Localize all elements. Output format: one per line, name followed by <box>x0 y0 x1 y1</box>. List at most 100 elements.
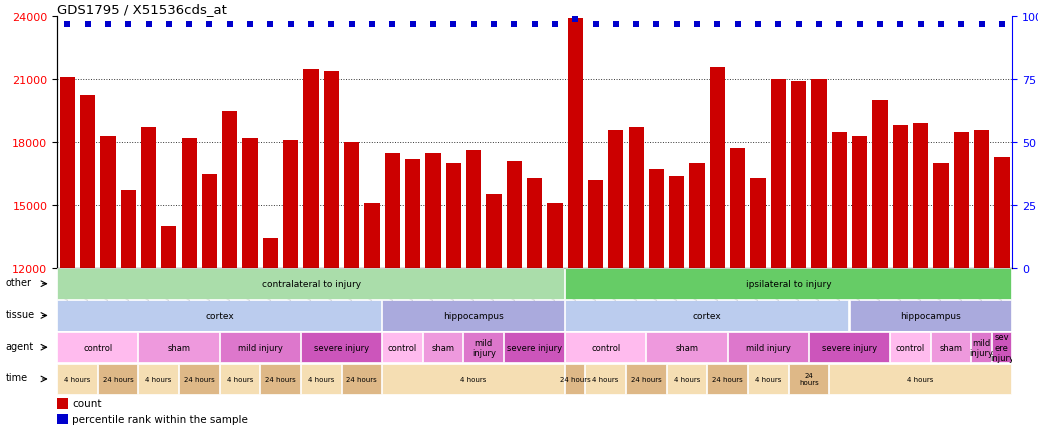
Bar <box>463 332 503 363</box>
Bar <box>59 78 75 268</box>
Bar <box>626 364 665 395</box>
Bar <box>565 300 848 331</box>
Text: contralateral to injury: contralateral to injury <box>262 279 360 289</box>
Text: 24 hours: 24 hours <box>559 376 591 382</box>
Text: tissue: tissue <box>5 309 34 319</box>
Text: sham: sham <box>432 343 455 352</box>
Point <box>363 21 380 28</box>
Bar <box>666 364 706 395</box>
Text: 24 hours: 24 hours <box>347 376 377 382</box>
Text: mild injury: mild injury <box>745 343 791 352</box>
Text: 4 hours: 4 hours <box>308 376 334 382</box>
Text: 4 hours: 4 hours <box>907 376 934 382</box>
Bar <box>891 332 930 363</box>
Text: 4 hours: 4 hours <box>226 376 253 382</box>
Text: 24 hours: 24 hours <box>184 376 215 382</box>
Text: control: control <box>896 343 925 352</box>
Point <box>100 21 116 28</box>
Bar <box>382 300 564 331</box>
Bar <box>994 158 1010 268</box>
Text: 4 hours: 4 hours <box>145 376 172 382</box>
Text: other: other <box>5 277 31 287</box>
Bar <box>608 130 624 268</box>
Bar <box>324 72 339 268</box>
Bar <box>138 364 177 395</box>
Bar <box>710 68 726 268</box>
Bar <box>283 141 298 268</box>
Text: 4 hours: 4 hours <box>674 376 701 382</box>
Text: mild
injury: mild injury <box>969 338 993 357</box>
Point <box>648 21 664 28</box>
Point <box>892 21 908 28</box>
Point <box>993 21 1010 28</box>
Point <box>851 21 868 28</box>
Bar <box>342 364 381 395</box>
Bar <box>382 332 421 363</box>
Point <box>588 21 604 28</box>
Point <box>120 21 137 28</box>
Text: time: time <box>5 372 28 382</box>
Bar <box>588 181 603 268</box>
Bar <box>57 364 97 395</box>
Text: agent: agent <box>5 341 34 351</box>
Point <box>323 21 339 28</box>
Bar <box>422 332 463 363</box>
Bar <box>201 174 217 268</box>
Point <box>872 21 889 28</box>
Bar <box>872 101 887 268</box>
Point <box>221 21 238 28</box>
Text: GDS1795 / X51536cds_at: GDS1795 / X51536cds_at <box>57 3 227 16</box>
Point <box>953 21 969 28</box>
Bar <box>913 124 928 268</box>
Bar <box>689 164 705 268</box>
Bar <box>893 126 908 268</box>
Point <box>912 21 929 28</box>
Point <box>607 21 624 28</box>
Point <box>486 21 502 28</box>
Text: count: count <box>73 398 102 408</box>
Bar <box>57 300 381 331</box>
Bar <box>445 164 461 268</box>
Bar <box>57 398 67 409</box>
Text: control: control <box>83 343 112 352</box>
Bar <box>974 130 989 268</box>
Bar <box>954 132 968 268</box>
Point <box>465 21 482 28</box>
Bar <box>809 332 890 363</box>
Text: 4 hours: 4 hours <box>755 376 782 382</box>
Bar <box>57 332 137 363</box>
Bar <box>220 364 260 395</box>
Point <box>689 21 706 28</box>
Point <box>709 21 726 28</box>
Bar <box>487 195 501 268</box>
Text: 24 hours: 24 hours <box>266 376 296 382</box>
Bar <box>382 364 564 395</box>
Bar <box>220 332 300 363</box>
Bar <box>629 128 644 268</box>
Bar <box>301 332 381 363</box>
Bar <box>261 364 300 395</box>
Bar <box>80 96 95 268</box>
Bar <box>565 269 1011 299</box>
Text: hippocampus: hippocampus <box>900 311 961 320</box>
Bar <box>303 69 319 268</box>
Text: 24 hours: 24 hours <box>103 376 134 382</box>
Bar <box>98 364 137 395</box>
Point <box>445 21 462 28</box>
Bar <box>707 364 747 395</box>
Bar <box>789 364 828 395</box>
Bar <box>385 153 400 268</box>
Bar <box>565 364 584 395</box>
Text: 4 hours: 4 hours <box>461 376 487 382</box>
Bar <box>565 332 646 363</box>
Bar <box>931 332 971 363</box>
Bar <box>547 204 563 268</box>
Bar <box>466 151 482 268</box>
Bar <box>647 332 727 363</box>
Point <box>59 21 76 28</box>
Bar <box>57 414 67 424</box>
Point <box>79 21 95 28</box>
Bar <box>791 82 807 268</box>
Bar <box>426 153 440 268</box>
Bar <box>831 132 847 268</box>
